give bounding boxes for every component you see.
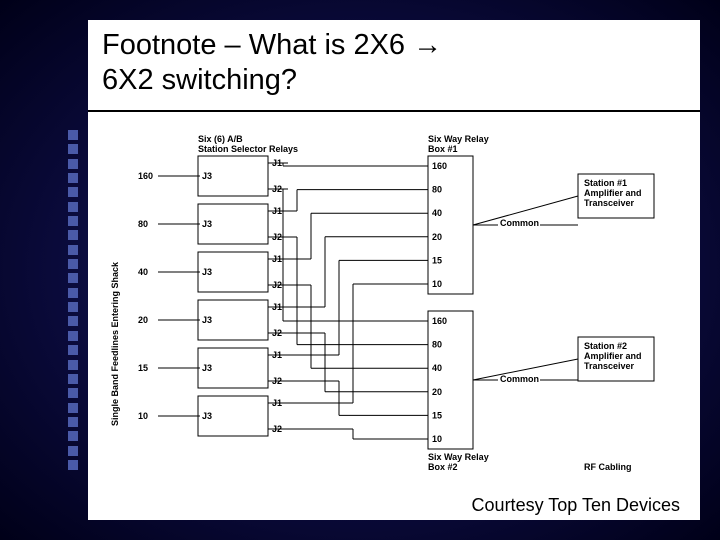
svg-text:20: 20 bbox=[432, 232, 442, 242]
svg-text:10: 10 bbox=[432, 434, 442, 444]
svg-text:10: 10 bbox=[432, 279, 442, 289]
rf-cabling: RF Cabling bbox=[584, 462, 632, 472]
station1-l1: Station #1 bbox=[584, 178, 627, 188]
svg-text:80: 80 bbox=[432, 340, 442, 350]
station1-l3: Transceiver bbox=[584, 198, 634, 208]
svg-text:15: 15 bbox=[432, 255, 442, 265]
footer-credit: Courtesy Top Ten Devices bbox=[472, 495, 680, 516]
svg-text:20: 20 bbox=[138, 315, 148, 325]
svg-text:80: 80 bbox=[432, 185, 442, 195]
station2-l1: Station #2 bbox=[584, 341, 627, 351]
decorative-square-strip bbox=[68, 130, 82, 470]
relaybox1-t1: Six Way Relay bbox=[428, 134, 489, 144]
svg-text:J3: J3 bbox=[202, 219, 212, 229]
svg-text:10: 10 bbox=[138, 411, 148, 421]
svg-text:15: 15 bbox=[432, 410, 442, 420]
svg-text:J3: J3 bbox=[202, 411, 212, 421]
title-line2: 6X2 switching? bbox=[102, 64, 297, 96]
wiring-svg: 160J1J3J280J1J3J240J1J3J220J1J3J215J1J3J… bbox=[98, 116, 688, 496]
svg-text:J3: J3 bbox=[202, 171, 212, 181]
slide-panel: Footnote – What is 2X6 → 6X2 switching? … bbox=[88, 20, 700, 520]
relaybox2-t1: Six Way Relay bbox=[428, 452, 489, 462]
side-label: Single Band Feedlines Entering Shack bbox=[110, 262, 120, 426]
svg-text:40: 40 bbox=[138, 267, 148, 277]
svg-text:J3: J3 bbox=[202, 267, 212, 277]
svg-text:J3: J3 bbox=[202, 363, 212, 373]
switching-diagram: 160J1J3J280J1J3J240J1J3J220J1J3J215J1J3J… bbox=[98, 116, 688, 496]
svg-text:160: 160 bbox=[432, 161, 447, 171]
relaybox1-t2: Box #1 bbox=[428, 144, 458, 154]
svg-text:80: 80 bbox=[138, 219, 148, 229]
relaybox2-t2: Box #2 bbox=[428, 462, 458, 472]
common-1: Common bbox=[500, 218, 539, 228]
selector-title2: Station Selector Relays bbox=[198, 144, 298, 154]
svg-text:40: 40 bbox=[432, 208, 442, 218]
station2-l2: Amplifier and bbox=[584, 351, 642, 361]
title-line1: Footnote – What is 2X6 → bbox=[102, 29, 442, 61]
svg-text:160: 160 bbox=[432, 316, 447, 326]
selector-title1: Six (6) A/B bbox=[198, 134, 243, 144]
station1-l2: Amplifier and bbox=[584, 188, 642, 198]
svg-text:40: 40 bbox=[432, 363, 442, 373]
svg-text:160: 160 bbox=[138, 171, 153, 181]
slide-title: Footnote – What is 2X6 → 6X2 switching? bbox=[88, 20, 700, 112]
svg-text:J3: J3 bbox=[202, 315, 212, 325]
common-2: Common bbox=[500, 374, 539, 384]
svg-text:15: 15 bbox=[138, 363, 148, 373]
station2-l3: Transceiver bbox=[584, 361, 634, 371]
svg-text:20: 20 bbox=[432, 387, 442, 397]
